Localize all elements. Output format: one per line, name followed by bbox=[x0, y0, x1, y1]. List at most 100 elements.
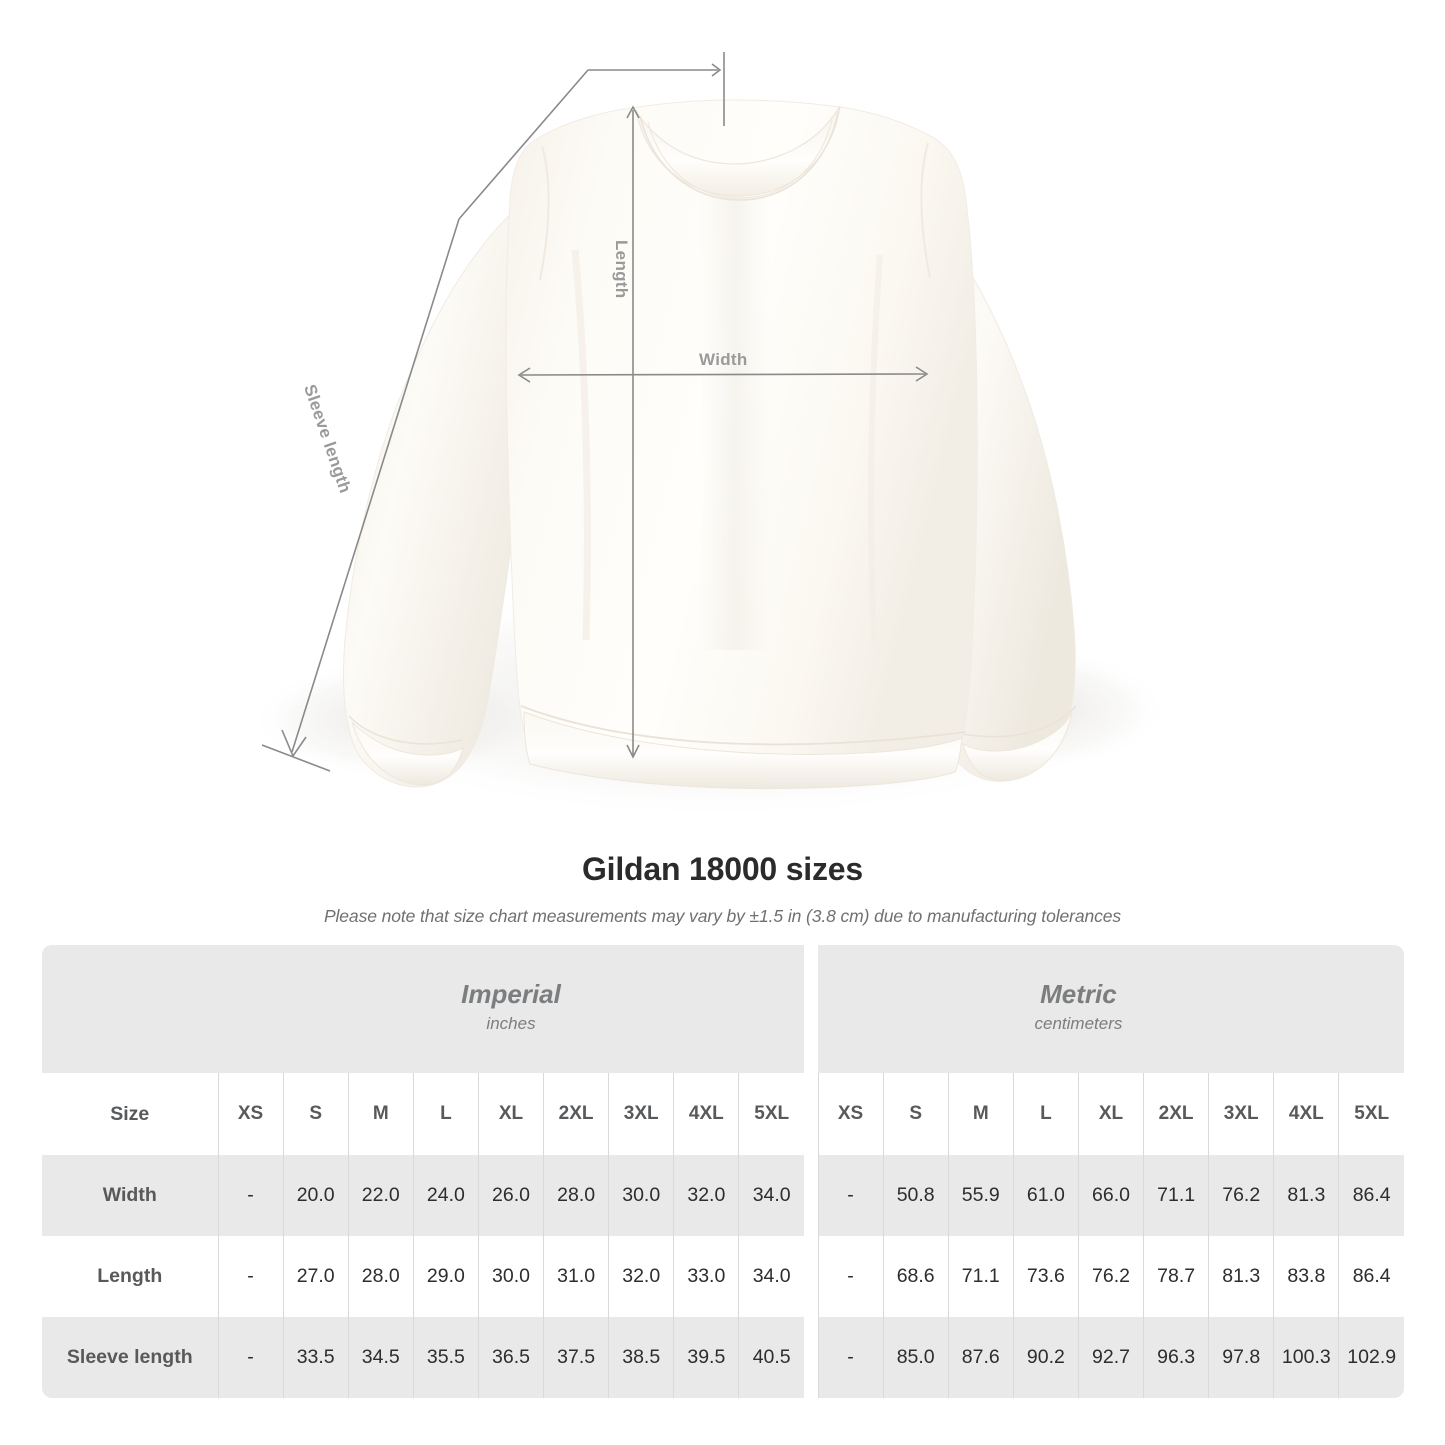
row-divider-gap bbox=[804, 1236, 818, 1317]
column-header-metric-l: L bbox=[1012, 1073, 1079, 1155]
cell-imperial-width-3xl: 30.0 bbox=[608, 1155, 674, 1236]
page-title: Gildan 18000 sizes bbox=[581, 851, 863, 887]
cell-metric-width-s: 50.8 bbox=[882, 1155, 949, 1236]
cell-imperial-width-2xl: 28.0 bbox=[543, 1155, 609, 1236]
column-header-imperial-xl: XL bbox=[477, 1073, 544, 1155]
cell-imperial-width-4xl: 32.0 bbox=[673, 1155, 739, 1236]
sweatshirt-illustration bbox=[250, 99, 1170, 820]
cell-metric-length-3xl: 81.3 bbox=[1208, 1236, 1274, 1317]
cell-metric-sleeve-length-xs: - bbox=[817, 1317, 884, 1398]
column-header-metric-3xl: 3XL bbox=[1208, 1073, 1274, 1155]
unit-band-row: Imperial inches Metric centimeters bbox=[42, 945, 1404, 1073]
column-header-metric-4xl: 4XL bbox=[1273, 1073, 1339, 1155]
row-divider-gap bbox=[804, 1317, 818, 1398]
cell-metric-width-xs: - bbox=[817, 1155, 884, 1236]
unit-sub-metric: centimeters bbox=[1034, 1014, 1123, 1034]
cell-imperial-length-xl: 30.0 bbox=[477, 1236, 544, 1317]
width-annotation-label: Width bbox=[699, 350, 748, 369]
unit-header-imperial: Imperial inches bbox=[218, 945, 804, 1073]
row-label-width: Width bbox=[42, 1155, 218, 1236]
column-header-metric-5xl: 5XL bbox=[1338, 1073, 1404, 1155]
cell-imperial-width-xl: 26.0 bbox=[477, 1155, 544, 1236]
column-header-imperial-5xl: 5XL bbox=[738, 1073, 804, 1155]
cell-metric-length-m: 71.1 bbox=[947, 1236, 1014, 1317]
cell-imperial-sleeve-length-xs: - bbox=[217, 1317, 284, 1398]
column-header-imperial-m: M bbox=[347, 1073, 414, 1155]
cell-metric-sleeve-length-3xl: 97.8 bbox=[1208, 1317, 1274, 1398]
row-label-length: Length bbox=[42, 1236, 218, 1317]
cell-metric-length-5xl: 86.4 bbox=[1338, 1236, 1404, 1317]
size-chart-table-wrapper: Imperial inches Metric centimeters Size XS S M L… bbox=[42, 945, 1404, 1398]
cell-imperial-sleeve-length-xl: 36.5 bbox=[477, 1317, 544, 1398]
column-header-metric-m: M bbox=[947, 1073, 1014, 1155]
column-header-metric-xs: XS bbox=[817, 1073, 884, 1155]
column-header-imperial-4xl: 4XL bbox=[673, 1073, 739, 1155]
cell-imperial-length-3xl: 32.0 bbox=[608, 1236, 674, 1317]
tolerance-note: Please note that size chart measurements… bbox=[323, 906, 1122, 926]
cell-imperial-sleeve-length-l: 35.5 bbox=[412, 1317, 479, 1398]
column-header-imperial-l: L bbox=[412, 1073, 479, 1155]
cell-imperial-width-m: 22.0 bbox=[347, 1155, 414, 1236]
table-row: Sleeve length -33.5 34.5 35.5 36.5 37.5 38.5 39… bbox=[42, 1317, 1404, 1398]
cell-metric-sleeve-length-xl: 92.7 bbox=[1077, 1317, 1144, 1398]
cell-metric-sleeve-length-2xl: 96.3 bbox=[1143, 1317, 1209, 1398]
cell-metric-width-xl: 66.0 bbox=[1077, 1155, 1144, 1236]
unit-sub-imperial: inches bbox=[486, 1014, 536, 1034]
unit-band-spacer-left bbox=[42, 945, 218, 1073]
cell-imperial-length-s: 27.0 bbox=[282, 1236, 349, 1317]
cell-metric-sleeve-length-s: 85.0 bbox=[882, 1317, 949, 1398]
cell-imperial-length-5xl: 34.0 bbox=[738, 1236, 804, 1317]
cell-imperial-sleeve-length-s: 33.5 bbox=[282, 1317, 349, 1398]
cell-imperial-width-xs: - bbox=[217, 1155, 284, 1236]
product-image-area: Length Width Sleeve length bbox=[250, 52, 1170, 820]
cell-metric-length-xl: 76.2 bbox=[1077, 1236, 1144, 1317]
unit-band-gap bbox=[804, 945, 818, 1073]
cell-imperial-width-l: 24.0 bbox=[412, 1155, 479, 1236]
column-header-metric-s: S bbox=[882, 1073, 949, 1155]
cell-imperial-length-4xl: 33.0 bbox=[673, 1236, 739, 1317]
size-chart-table: Imperial inches Metric centimeters Size XS S M L… bbox=[42, 945, 1404, 1398]
column-header-imperial-3xl: 3XL bbox=[608, 1073, 674, 1155]
column-header-size: Size bbox=[42, 1073, 218, 1155]
cell-metric-length-4xl: 83.8 bbox=[1273, 1236, 1339, 1317]
cell-imperial-length-l: 29.0 bbox=[412, 1236, 479, 1317]
row-divider-gap bbox=[804, 1155, 818, 1236]
table-row: Length -27.0 28.0 29.0 30.0 31.0 32.0 33.0 34.0-… bbox=[42, 1236, 1404, 1317]
cell-imperial-sleeve-length-5xl: 40.5 bbox=[738, 1317, 804, 1398]
cell-imperial-length-2xl: 31.0 bbox=[543, 1236, 609, 1317]
cell-metric-length-2xl: 78.7 bbox=[1143, 1236, 1209, 1317]
cell-metric-width-l: 61.0 bbox=[1012, 1155, 1079, 1236]
cell-metric-length-xs: - bbox=[817, 1236, 884, 1317]
cell-metric-length-l: 73.6 bbox=[1012, 1236, 1079, 1317]
length-annotation-label: Length bbox=[612, 240, 631, 299]
column-header-imperial-2xl: 2XL bbox=[543, 1073, 609, 1155]
row-label-sleeve-length: Sleeve length bbox=[42, 1317, 218, 1398]
column-header-metric-xl: XL bbox=[1077, 1073, 1144, 1155]
cell-metric-width-m: 55.9 bbox=[947, 1155, 1014, 1236]
unit-band-spacer-right bbox=[1338, 945, 1404, 1073]
cell-metric-width-4xl: 81.3 bbox=[1273, 1155, 1339, 1236]
unit-divider-gap bbox=[804, 1073, 818, 1155]
cell-metric-length-s: 68.6 bbox=[882, 1236, 949, 1317]
table-row: Width -20.0 22.0 24.0 26.0 28.0 30.0 32.0 34.0-5… bbox=[42, 1155, 1404, 1236]
cell-imperial-sleeve-length-m: 34.5 bbox=[347, 1317, 414, 1398]
cell-imperial-sleeve-length-3xl: 38.5 bbox=[608, 1317, 674, 1398]
cell-imperial-sleeve-length-4xl: 39.5 bbox=[673, 1317, 739, 1398]
column-header-imperial-s: S bbox=[282, 1073, 349, 1155]
cell-imperial-length-m: 28.0 bbox=[347, 1236, 414, 1317]
unit-header-metric: Metric centimeters bbox=[818, 945, 1339, 1073]
cell-imperial-sleeve-length-2xl: 37.5 bbox=[543, 1317, 609, 1398]
cell-metric-sleeve-length-5xl: 102.9 bbox=[1338, 1317, 1404, 1398]
cell-metric-sleeve-length-4xl: 100.3 bbox=[1273, 1317, 1339, 1398]
unit-name-imperial: Imperial bbox=[461, 979, 561, 1010]
column-header-metric-2xl: 2XL bbox=[1143, 1073, 1209, 1155]
cell-metric-sleeve-length-m: 87.6 bbox=[947, 1317, 1014, 1398]
cell-imperial-width-s: 20.0 bbox=[282, 1155, 349, 1236]
cell-imperial-width-5xl: 34.0 bbox=[738, 1155, 804, 1236]
unit-name-metric: Metric bbox=[1040, 979, 1117, 1010]
cell-metric-sleeve-length-l: 90.2 bbox=[1012, 1317, 1079, 1398]
column-header-imperial-xs: XS bbox=[217, 1073, 284, 1155]
chart-header: Gildan 18000 sizes Please note that size… bbox=[0, 835, 1445, 927]
cell-imperial-length-xs: - bbox=[217, 1236, 284, 1317]
cell-metric-width-3xl: 76.2 bbox=[1208, 1155, 1274, 1236]
